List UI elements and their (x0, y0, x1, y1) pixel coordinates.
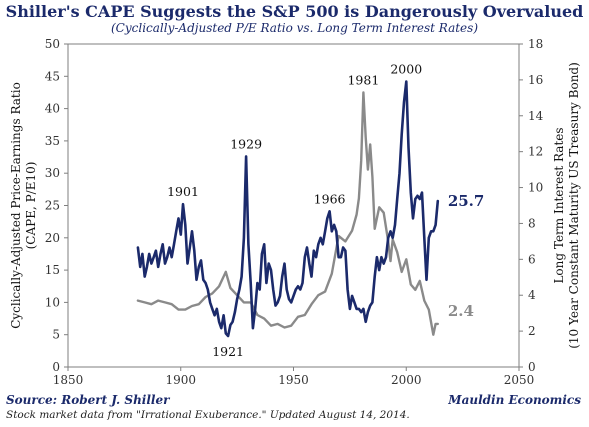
chart-title: Shiller's CAPE Suggests the S&P 500 is D… (5, 2, 584, 21)
annotation-2000: 2000 (390, 61, 422, 76)
y-right-tick-label: 6 (528, 252, 536, 266)
x-tick-label: 2000 (391, 373, 422, 387)
x-tick-label: 1850 (53, 373, 84, 387)
source-label: Source: Robert J. Shiller (6, 393, 170, 407)
y-left-tick-label: 25 (45, 199, 60, 213)
interest-rate-end-label: 2.4 (448, 302, 474, 320)
y-left-tick-label: 45 (45, 69, 60, 83)
y-right-axis-title-line2: (10 Year Constant Maturity US Treasury B… (567, 62, 581, 349)
y-left-tick-label: 15 (45, 263, 60, 277)
y-right-tick-label: 16 (528, 73, 543, 87)
y-left-axis-title-line2: (CAPE, P/E10) (24, 162, 38, 250)
y-left-tick-label: 20 (45, 231, 60, 245)
annotation-1981: 1981 (347, 72, 379, 87)
x-tick-label: 1900 (165, 373, 196, 387)
x-tick-label: 2050 (504, 373, 535, 387)
annotation-1921: 1921 (212, 344, 244, 359)
y-left-axis-title: Cyclically-Adjusted Price-Earnings Ratio… (9, 82, 38, 329)
y-left-tick-label: 5 (52, 328, 60, 342)
x-tick-label: 1950 (278, 373, 309, 387)
y-right-tick-label: 18 (528, 37, 543, 51)
y-left-axis-title-line1: Cyclically-Adjusted Price-Earnings Ratio (9, 82, 23, 329)
y-left-tick-label: 40 (45, 102, 60, 116)
interest-rate-series-line (136, 91, 439, 336)
y-right-axis-title: Long Term Interest Rates(10 Year Constan… (552, 62, 581, 349)
y-left-tick-label: 35 (45, 134, 60, 148)
y-right-tick-label: 8 (528, 216, 536, 230)
cape-end-label: 25.7 (448, 192, 485, 210)
annotation-1966: 1966 (314, 191, 346, 206)
cape-series-line (136, 80, 440, 338)
y-right-tick-label: 12 (528, 145, 543, 159)
publisher-label: Mauldin Economics (448, 393, 581, 407)
y-left-tick-label: 10 (45, 295, 60, 309)
annotation-1901: 1901 (167, 184, 199, 199)
chart-subtitle: (Cyclically-Adjusted P/E Ratio vs. Long … (111, 21, 478, 35)
y-right-tick-label: 10 (528, 181, 543, 195)
y-right-axis-title-line1: Long Term Interest Rates (552, 127, 566, 283)
y-left-tick-label: 0 (52, 360, 60, 374)
y-right-tick-label: 0 (528, 360, 536, 374)
footnote: Stock market data from "Irrational Exube… (6, 409, 410, 421)
y-right-tick-label: 4 (528, 288, 536, 302)
y-left-tick-label: 50 (45, 37, 60, 51)
annotation-1929: 1929 (230, 136, 262, 151)
y-right-tick-label: 14 (528, 109, 544, 123)
y-left-tick-label: 30 (45, 166, 60, 180)
y-right-tick-label: 2 (528, 324, 536, 338)
